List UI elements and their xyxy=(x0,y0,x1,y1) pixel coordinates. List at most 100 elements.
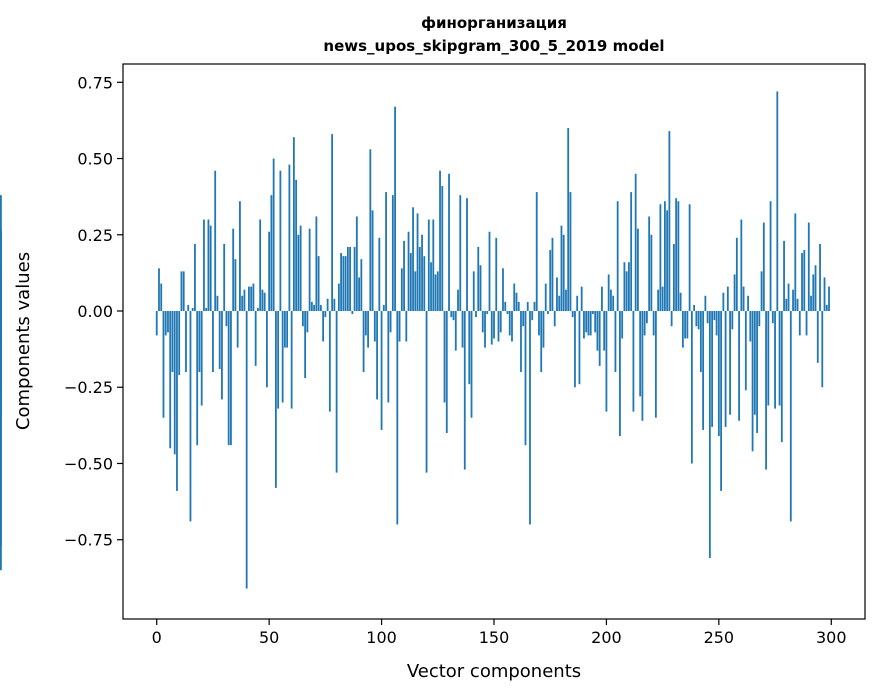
bar xyxy=(686,311,689,339)
bar xyxy=(169,311,172,449)
bar xyxy=(504,301,507,312)
bar xyxy=(488,231,491,312)
chart-title: финорганизация xyxy=(421,14,567,32)
bar xyxy=(517,301,520,312)
bar xyxy=(405,311,408,342)
bar xyxy=(335,311,338,473)
bar xyxy=(666,210,669,311)
bar xyxy=(173,311,176,455)
bar xyxy=(389,311,392,333)
bar xyxy=(637,228,639,312)
bar xyxy=(724,311,727,427)
bar xyxy=(407,231,410,312)
bar xyxy=(421,234,423,312)
bar xyxy=(693,304,696,312)
bar xyxy=(765,311,767,470)
bar xyxy=(221,311,223,400)
bar xyxy=(346,246,349,312)
bar xyxy=(810,295,812,312)
bar xyxy=(551,237,554,312)
bar xyxy=(367,311,369,348)
bar xyxy=(427,219,430,311)
bar xyxy=(780,311,783,443)
bar xyxy=(594,311,597,333)
bar xyxy=(454,311,457,351)
bar xyxy=(632,311,635,412)
bar xyxy=(553,311,556,327)
chart-subtitle: news_upos_skipgram_300_5_2019 model xyxy=(323,37,664,55)
bar xyxy=(796,298,799,312)
bar xyxy=(515,292,518,312)
bar xyxy=(466,198,468,312)
bar xyxy=(164,311,167,336)
bar xyxy=(349,246,351,312)
bar xyxy=(801,253,803,312)
bar xyxy=(699,311,702,372)
bar xyxy=(792,289,794,312)
bar xyxy=(628,262,630,311)
bar xyxy=(475,311,477,318)
bar xyxy=(542,311,545,348)
bar xyxy=(391,195,394,312)
bar xyxy=(461,311,464,348)
bar xyxy=(524,311,527,446)
bar xyxy=(382,304,385,312)
bar xyxy=(720,311,722,491)
bar xyxy=(819,243,821,312)
bar xyxy=(234,259,237,311)
bar xyxy=(0,231,2,312)
bar xyxy=(301,311,304,327)
bar xyxy=(623,262,626,311)
bar-series xyxy=(0,91,830,589)
bar xyxy=(493,311,495,339)
bar xyxy=(398,311,401,342)
bar xyxy=(668,131,671,312)
bar xyxy=(529,311,531,525)
bar xyxy=(805,311,808,336)
bar xyxy=(214,170,217,311)
bar xyxy=(160,283,163,312)
bar xyxy=(538,311,540,336)
x-axis-label: Vector components xyxy=(407,661,581,682)
bar xyxy=(776,91,779,312)
bar xyxy=(369,149,372,311)
bar xyxy=(576,295,579,312)
bar xyxy=(639,311,642,397)
bar xyxy=(675,198,678,312)
bar xyxy=(203,219,205,311)
bar xyxy=(295,179,298,312)
bar xyxy=(607,274,610,311)
bar xyxy=(711,311,713,427)
bar xyxy=(239,201,241,312)
bar xyxy=(571,311,574,318)
bar xyxy=(502,268,504,311)
bar xyxy=(418,246,421,312)
y-tick-label: −0.25 xyxy=(64,378,113,397)
bar xyxy=(535,192,538,312)
bar xyxy=(567,128,570,312)
bar xyxy=(355,216,358,311)
bar xyxy=(744,311,747,391)
bar xyxy=(409,253,412,312)
y-tick-label: −0.50 xyxy=(64,454,113,473)
bar xyxy=(565,289,567,312)
y-tick-label: 0.50 xyxy=(77,150,113,169)
x-tick-label: 300 xyxy=(816,628,847,647)
bar xyxy=(684,311,687,339)
bar xyxy=(749,311,752,342)
bar xyxy=(207,219,210,311)
y-tick-label: 0.25 xyxy=(77,226,113,245)
bar xyxy=(598,311,601,366)
bar xyxy=(562,234,565,312)
bar xyxy=(196,311,199,446)
bar xyxy=(468,311,471,385)
bar xyxy=(0,280,2,311)
bar xyxy=(261,289,264,312)
bar xyxy=(729,311,731,415)
bar xyxy=(661,286,664,312)
bar xyxy=(187,304,190,312)
bar xyxy=(578,311,581,385)
bar xyxy=(619,311,621,437)
bar xyxy=(643,311,646,336)
bar xyxy=(495,237,498,312)
